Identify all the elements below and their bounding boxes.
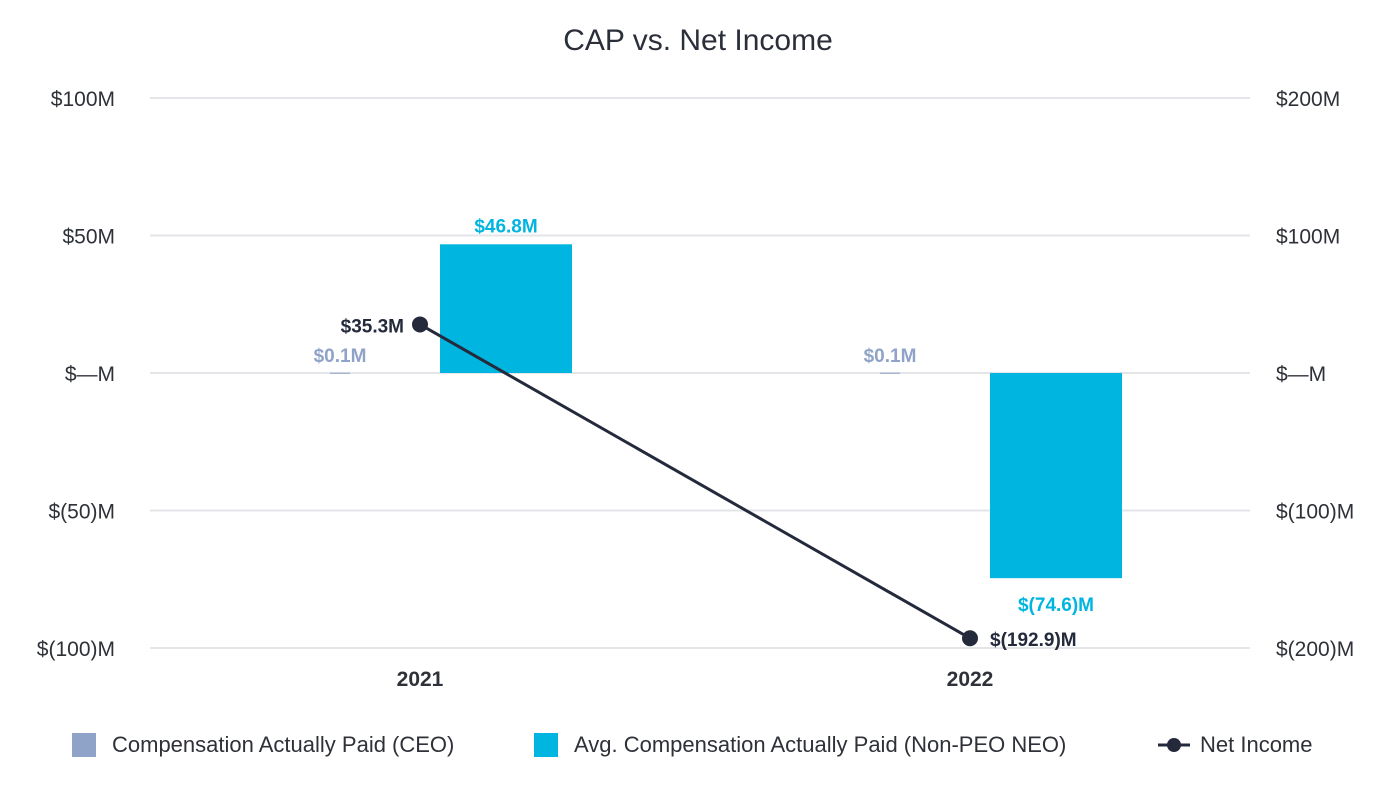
- data-label-net-income: $35.3M: [341, 316, 404, 337]
- bar-neo-cap: [440, 244, 572, 373]
- legend-line-marker-icon: [1158, 738, 1190, 752]
- legend-item-neo-cap: Avg. Compensation Actually Paid (Non-PEO…: [534, 728, 1066, 762]
- y2-axis-tick-label: $(200)M: [1276, 638, 1354, 661]
- net-income-line: [419, 323, 971, 640]
- bar-neo-cap: [990, 373, 1122, 579]
- y-axis-tick-label: $50M: [62, 226, 115, 249]
- data-label-ceo-cap: $0.1M: [864, 346, 917, 367]
- net-income-point: [962, 630, 978, 647]
- legend-label-net-income: Net Income: [1200, 732, 1313, 757]
- legend-label-ceo-cap: Compensation Actually Paid (CEO): [112, 732, 455, 757]
- data-label-net-income: $(192.9)M: [990, 630, 1077, 651]
- y-axis-tick-label: $—M: [65, 363, 115, 386]
- legend-swatch-neo-cap: [534, 733, 558, 757]
- bar-ceo-cap: [880, 372, 900, 374]
- y-axis-tick-label: $(100)M: [37, 638, 115, 661]
- y2-axis-tick-label: $200M: [1276, 88, 1340, 111]
- legend-item-net-income: Net Income: [1158, 728, 1313, 762]
- bar-ceo-cap: [330, 372, 350, 374]
- net-income-point: [412, 316, 428, 333]
- x-axis-category-label: 2022: [947, 668, 994, 691]
- data-label-neo-cap: $(74.6)M: [1018, 595, 1094, 616]
- y2-axis-tick-label: $—M: [1276, 363, 1326, 386]
- data-label-neo-cap: $46.8M: [474, 216, 537, 237]
- chart-title: CAP vs. Net Income: [563, 24, 833, 57]
- y-axis-tick-label: $(50)M: [48, 501, 115, 524]
- legend: Compensation Actually Paid (CEO) Avg. Co…: [0, 728, 1396, 762]
- legend-item-ceo-cap: Compensation Actually Paid (CEO): [72, 728, 454, 762]
- data-label-ceo-cap: $0.1M: [314, 346, 367, 367]
- legend-label-neo-cap: Avg. Compensation Actually Paid (Non-PEO…: [574, 732, 1067, 757]
- y2-axis-tick-label: $(100)M: [1276, 501, 1354, 524]
- y-axis-tick-label: $100M: [51, 88, 115, 111]
- y2-axis-tick-label: $100M: [1276, 226, 1340, 249]
- x-axis-category-label: 2021: [397, 668, 444, 691]
- legend-swatch-ceo-cap: [72, 733, 96, 757]
